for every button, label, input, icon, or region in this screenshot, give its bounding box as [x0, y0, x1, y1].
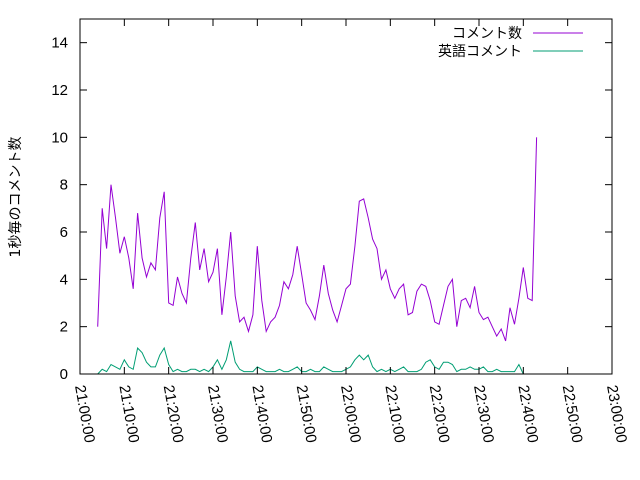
x-axis-tick-labels: 21:00:00 21:10:00 21:20:00 21:30:00 21:40:00… — [71, 384, 630, 444]
y-tick-label: 4 — [60, 271, 68, 288]
y-tick-label: 14 — [51, 35, 68, 52]
x-tick-label: 23:00:00 — [603, 384, 630, 444]
y-tick-label: 8 — [60, 177, 68, 194]
x-tick-label: 22:10:00 — [381, 384, 408, 444]
x-tick-label: 22:40:00 — [514, 384, 541, 444]
legend-label-2: 英語コメント — [438, 43, 522, 60]
y-tick-label: 6 — [60, 224, 68, 241]
x-tick-label: 21:40:00 — [248, 384, 275, 444]
x-tick-label: 21:30:00 — [204, 384, 231, 444]
x-tick-label: 22:00:00 — [337, 384, 364, 444]
x-tick-label: 22:20:00 — [426, 384, 453, 444]
y-tick-label: 12 — [51, 82, 68, 99]
legend-label-1: コメント数 — [452, 26, 522, 42]
series-line-1 — [97, 137, 538, 342]
y-tick-label: 10 — [51, 129, 68, 146]
y-tick-label: 0 — [60, 366, 68, 383]
y-tick-label: 2 — [60, 319, 68, 336]
y-axis-tick-labels: 0 2 4 6 8 10 12 14 — [51, 35, 68, 383]
x-tick-label: 21:10:00 — [115, 384, 142, 444]
y-axis-label: 1秒毎のコメント数 — [8, 137, 24, 258]
axis-ticks — [79, 19, 613, 375]
series-line-2 — [97, 340, 524, 375]
x-tick-label: 21:20:00 — [160, 384, 187, 444]
x-tick-label: 22:50:00 — [559, 384, 586, 444]
series-lines — [97, 137, 538, 375]
x-tick-label: 21:50:00 — [293, 384, 320, 444]
x-tick-label: 22:30:00 — [470, 384, 497, 444]
x-tick-label: 21:00:00 — [71, 384, 98, 444]
plot-frame — [79, 18, 613, 375]
